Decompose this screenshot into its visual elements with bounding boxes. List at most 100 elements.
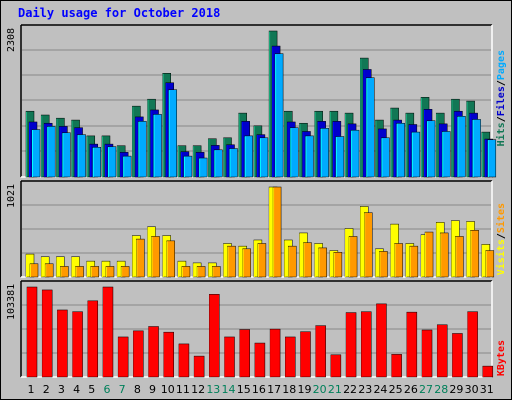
bar-kbytes-day-29: [452, 333, 463, 378]
day-label-28: 28: [434, 383, 449, 396]
day-label-7: 7: [118, 383, 126, 396]
bar-sites-day-8: [136, 238, 145, 278]
bar-kbytes-day-13: [209, 294, 220, 378]
bar-kbytes-day-31: [482, 365, 494, 378]
day-label-29: 29: [449, 383, 464, 396]
day-label-2: 2: [42, 383, 50, 396]
bar-pages-day-19: [305, 135, 314, 178]
day-label-15: 15: [236, 383, 251, 396]
day-label-10: 10: [160, 383, 175, 396]
bar-sites-day-17: [272, 186, 282, 278]
bar-pages-day-28: [441, 131, 451, 178]
bar-sites-day-20: [318, 247, 327, 278]
bar-sites-day-13: [212, 266, 221, 278]
legend-separator: /: [496, 80, 507, 87]
bar-pages-day-9: [153, 114, 162, 178]
bar-pages-day-14: [229, 148, 238, 178]
bar-pages-day-23: [366, 77, 375, 178]
bar-pages-day-7: [122, 155, 132, 178]
bar-pages-day-27: [426, 120, 436, 178]
bar-sites-day-14: [227, 245, 236, 278]
bar-kbytes-day-4: [72, 311, 83, 378]
bar-sites-day-23: [364, 212, 373, 278]
bar-kbytes-day-10: [163, 331, 174, 378]
bar-pages-day-5: [92, 147, 102, 178]
bar-pages-day-10: [168, 89, 177, 178]
day-label-5: 5: [88, 383, 96, 396]
day-label-12: 12: [191, 383, 206, 396]
bar-sites-day-11: [181, 266, 191, 278]
bar-sites-day-3: [60, 266, 69, 278]
bar-pages-day-30: [472, 119, 481, 178]
bar-sites-day-5: [90, 266, 100, 278]
day-label-31: 31: [479, 383, 494, 396]
legend-pages: Pages: [496, 50, 507, 81]
bar-sites-day-6: [105, 266, 115, 278]
bar-kbytes-day-2: [41, 289, 53, 378]
bar-kbytes-day-11: [178, 343, 190, 378]
bar-sites-day-7: [120, 266, 130, 278]
bar-sites-day-10: [166, 240, 175, 278]
bar-kbytes-day-12: [193, 355, 205, 378]
day-label-22: 22: [343, 383, 358, 396]
bar-kbytes-day-16: [254, 342, 266, 378]
bar-sites-day-27: [424, 231, 434, 278]
bar-kbytes-day-19: [300, 331, 311, 378]
bar-pages-day-13: [214, 149, 223, 178]
bar-sites-day-15: [242, 248, 251, 278]
bar-sites-day-26: [409, 245, 419, 278]
day-label-21: 21: [327, 383, 342, 396]
bar-kbytes-day-17: [269, 328, 281, 378]
bar-kbytes-day-3: [57, 309, 68, 378]
day-label-23: 23: [358, 383, 373, 396]
bar-pages-day-4: [77, 134, 86, 178]
bar-sites-day-4: [75, 266, 84, 278]
bar-kbytes-day-9: [148, 326, 159, 378]
bar-pages-day-31: [487, 139, 497, 178]
bar-pages-day-15: [244, 135, 253, 178]
bar-pages-day-6: [107, 146, 117, 178]
bar-kbytes-day-1: [26, 286, 38, 378]
bar-sites-day-9: [151, 236, 160, 278]
bar-kbytes-day-14: [224, 336, 235, 378]
bar-kbytes-day-15: [239, 329, 250, 378]
bar-pages-day-3: [62, 132, 71, 178]
ytick-max-panel-2: 1021: [6, 184, 17, 209]
bar-sites-day-1: [29, 263, 39, 278]
bar-sites-day-30: [470, 230, 479, 278]
day-label-24: 24: [373, 383, 388, 396]
bar-kbytes-day-26: [406, 311, 418, 378]
legend-panel-1: Hits/Files/Pages: [496, 50, 510, 146]
day-label-20: 20: [312, 383, 327, 396]
day-label-8: 8: [133, 383, 141, 396]
bar-pages-day-20: [320, 128, 329, 178]
bar-pages-day-26: [411, 131, 421, 178]
day-label-14: 14: [221, 383, 236, 396]
bar-kbytes-day-7: [117, 336, 129, 378]
day-label-25: 25: [388, 383, 403, 396]
bar-sites-day-19: [303, 242, 312, 278]
day-label-30: 30: [464, 383, 479, 396]
bar-sites-day-2: [44, 263, 54, 278]
legend-panel-3: KBytes: [496, 340, 510, 376]
legend-visits: Visits: [496, 239, 507, 276]
day-label-1: 1: [27, 383, 35, 396]
bar-kbytes-day-18: [285, 336, 296, 378]
day-label-13: 13: [206, 383, 221, 396]
bar-kbytes-day-28: [436, 324, 448, 378]
bar-pages-day-8: [138, 121, 147, 178]
bar-sites-day-22: [348, 236, 358, 278]
legend-separator: /: [496, 233, 507, 240]
bar-sites-day-28: [439, 232, 449, 278]
bar-sites-day-12: [196, 266, 206, 278]
ytick-max-panel-1: 2308: [6, 28, 17, 53]
bar-pages-day-2: [46, 126, 56, 178]
bar-kbytes-day-8: [133, 330, 144, 378]
legend-hits: Hits: [496, 122, 507, 147]
bar-pages-day-12: [198, 157, 208, 178]
bar-kbytes-day-24: [376, 303, 387, 378]
bar-kbytes-day-30: [467, 311, 478, 378]
bar-pages-day-29: [457, 116, 466, 178]
day-label-3: 3: [57, 383, 65, 396]
